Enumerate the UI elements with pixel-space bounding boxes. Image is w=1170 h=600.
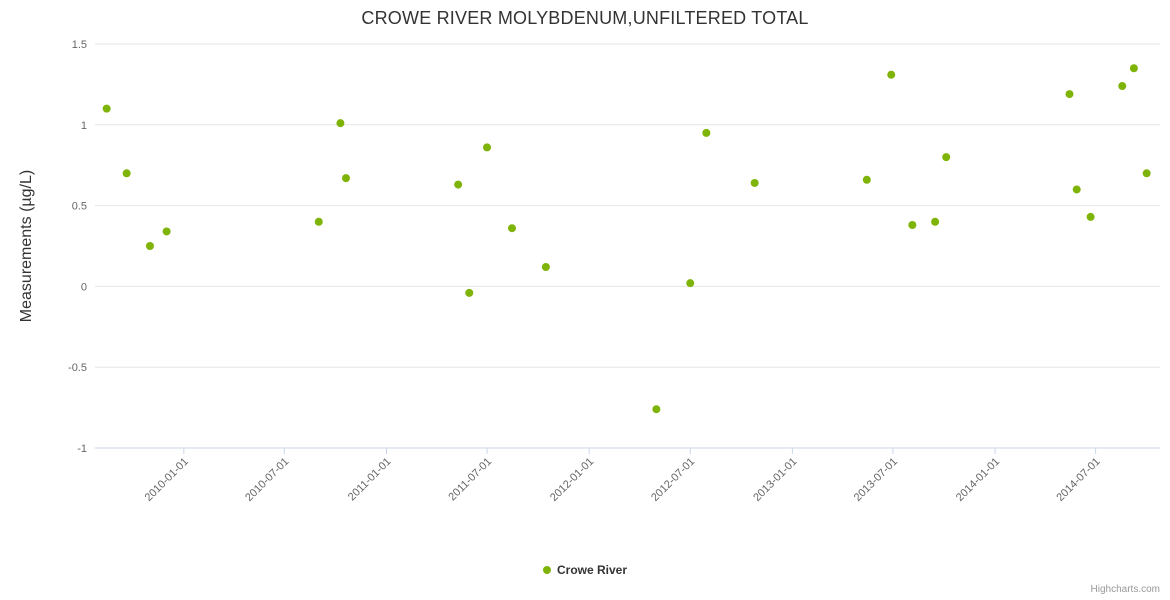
data-point[interactable] — [454, 180, 463, 189]
data-point[interactable] — [341, 174, 350, 183]
data-point[interactable] — [750, 178, 759, 187]
data-point[interactable] — [1086, 212, 1095, 221]
data-point[interactable] — [931, 217, 940, 226]
legend-item-crowe-river[interactable]: Crowe River — [542, 563, 628, 577]
data-point[interactable] — [508, 224, 517, 233]
x-tick-label: 2014-01-01 — [954, 456, 1002, 504]
x-tick-label: 2011-07-01 — [446, 456, 494, 504]
x-tick-label: 2010-01-01 — [143, 456, 191, 504]
data-point[interactable] — [686, 279, 695, 288]
data-point[interactable] — [465, 288, 474, 297]
data-point[interactable] — [862, 175, 871, 184]
x-tick-label: 2013-07-01 — [852, 456, 900, 504]
x-tick-label: 2013-01-01 — [751, 456, 799, 504]
y-tick-label: 0 — [81, 281, 87, 293]
data-point[interactable] — [314, 217, 323, 226]
data-point[interactable] — [102, 104, 111, 113]
data-point[interactable] — [1072, 185, 1081, 194]
legend-marker-icon — [542, 566, 551, 574]
chart-title: CROWE RIVER MOLYBDENUM,UNFILTERED TOTAL — [361, 8, 809, 28]
x-tick-label: 2012-01-01 — [548, 456, 596, 504]
data-point[interactable] — [908, 220, 917, 229]
data-point[interactable] — [1118, 82, 1127, 91]
data-point[interactable] — [1129, 64, 1138, 73]
data-point[interactable] — [652, 405, 661, 414]
data-point[interactable] — [145, 242, 154, 250]
data-point[interactable] — [162, 227, 171, 236]
data-point[interactable] — [887, 70, 896, 79]
data-point[interactable] — [702, 128, 711, 137]
legend-label: Crowe River — [556, 563, 628, 577]
data-point[interactable] — [1065, 90, 1074, 99]
x-tick-label: 2010-07-01 — [243, 456, 291, 504]
x-tick-label: 2011-01-01 — [346, 456, 394, 504]
y-tick-label: 1 — [81, 120, 87, 132]
data-point[interactable] — [942, 153, 951, 162]
y-tick-label: 1.5 — [72, 39, 87, 51]
y-tick-label: -0.5 — [68, 362, 87, 374]
highcharts-credit[interactable]: Highcharts.com — [1090, 584, 1160, 595]
x-tick-label: 2014-07-01 — [1054, 456, 1102, 504]
data-point[interactable] — [336, 119, 345, 128]
y-tick-label: -1 — [77, 443, 87, 455]
data-point[interactable] — [483, 143, 492, 152]
data-point[interactable] — [1142, 169, 1151, 178]
data-point[interactable] — [122, 169, 131, 178]
data-point[interactable] — [541, 263, 550, 272]
y-tick-label: 0.5 — [72, 201, 87, 213]
x-tick-label: 2012-07-01 — [649, 456, 697, 504]
